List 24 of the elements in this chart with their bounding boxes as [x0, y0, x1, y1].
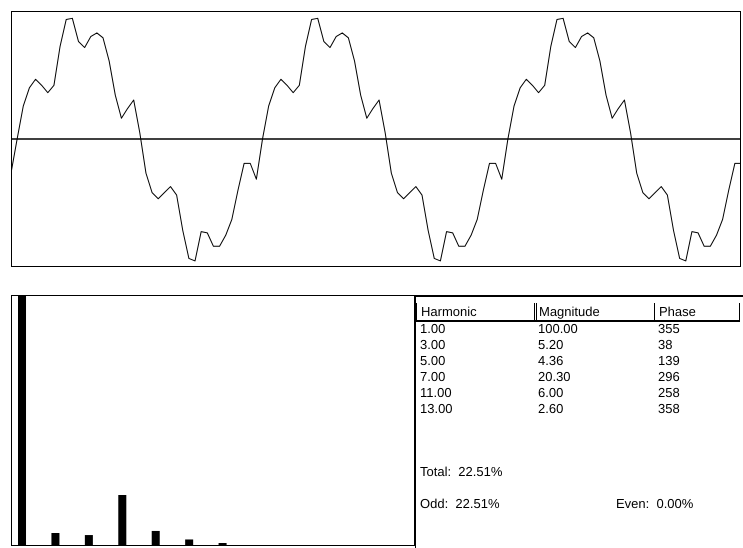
- text: 296: [658, 369, 680, 385]
- text: Total: 22.51%: [420, 464, 502, 480]
- text: 38: [658, 337, 672, 353]
- text: 11.00: [420, 385, 452, 401]
- text: 6.00: [538, 385, 564, 401]
- text: 1.00: [420, 321, 446, 337]
- text: 355: [658, 321, 680, 337]
- text: Phase: [654, 303, 740, 322]
- text: 5.20: [538, 337, 564, 353]
- text: 2.60: [538, 401, 564, 417]
- text: Even: 0.00%: [616, 496, 694, 512]
- text: 7.00: [420, 369, 446, 385]
- text: Harmonic: [416, 303, 537, 322]
- text: 4.36: [538, 353, 564, 369]
- text: Magnitude: [534, 303, 655, 322]
- text: 139: [658, 353, 680, 369]
- text: 358: [658, 401, 680, 417]
- text: 3.00: [420, 337, 446, 353]
- text: 13.00: [420, 401, 453, 417]
- text: 100.00: [538, 321, 578, 337]
- text: 20.30: [538, 369, 571, 385]
- text: 258: [658, 385, 680, 401]
- text: Odd: 22.51%: [420, 496, 500, 512]
- text: 5.00: [420, 353, 446, 369]
